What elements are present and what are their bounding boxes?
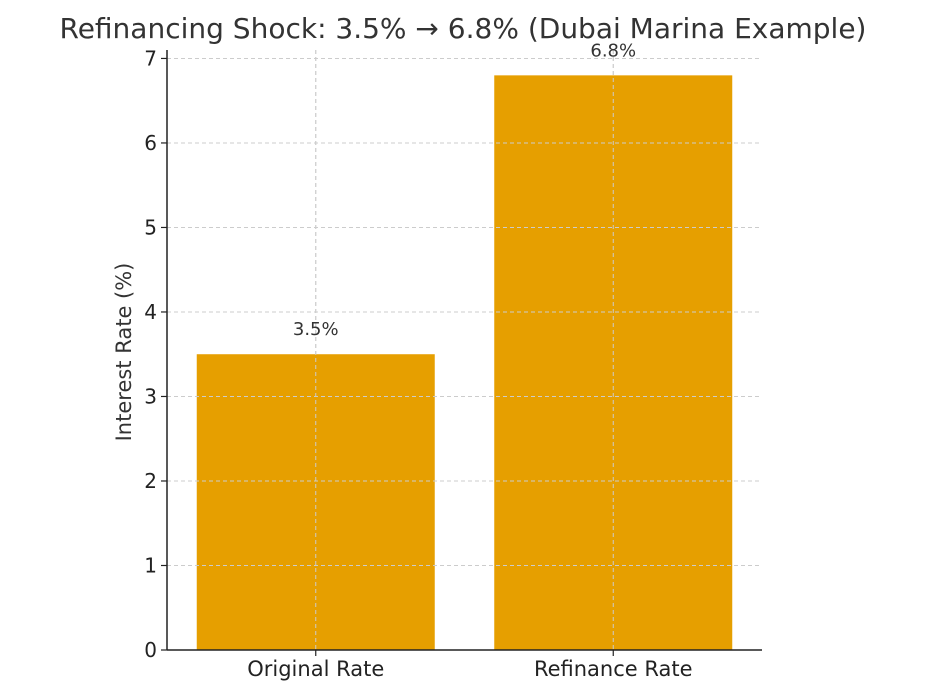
axes-layer bbox=[161, 50, 762, 656]
bars-layer bbox=[167, 50, 762, 650]
y-tick-label-3: 3 bbox=[144, 384, 157, 408]
data-label-0: 3.5% bbox=[293, 319, 339, 340]
data-label-1: 6.8% bbox=[590, 40, 636, 61]
y-tick-label-4: 4 bbox=[144, 300, 157, 324]
y-tick-label-0: 0 bbox=[144, 638, 157, 662]
y-axis-label: Interest Rate (%) bbox=[112, 263, 136, 442]
y-tick-label-1: 1 bbox=[144, 553, 157, 577]
x-tick-label-0: Original Rate bbox=[247, 657, 384, 681]
y-tick-label-7: 7 bbox=[144, 46, 157, 70]
chart-title: Refinancing Shock: 3.5% → 6.8% (Dubai Ma… bbox=[60, 12, 867, 45]
y-tick-label-6: 6 bbox=[144, 131, 157, 155]
y-tick-label-5: 5 bbox=[144, 215, 157, 239]
x-tick-label-1: Refinance Rate bbox=[534, 657, 693, 681]
y-tick-label-2: 2 bbox=[144, 469, 157, 493]
labels-layer: 0 1 2 3 4 5 6 7 3.5% 6.8% Original Rate Refinance R… bbox=[144, 40, 692, 681]
